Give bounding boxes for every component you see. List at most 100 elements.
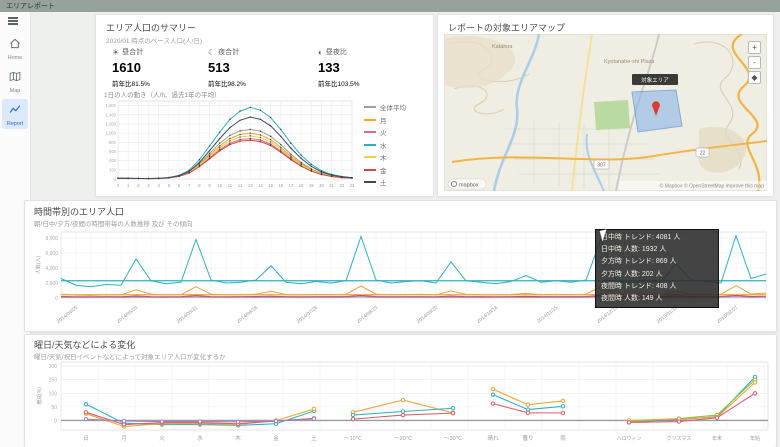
compass-button[interactable]: ◆ <box>748 71 761 84</box>
panel-title: エリア人口のサマリー <box>106 23 197 33</box>
data-point <box>178 174 180 177</box>
data-point <box>249 132 251 134</box>
map-attribution[interactable]: © Mapbox © OpenStreetMap Improve this ma… <box>660 183 765 190</box>
mountain-road <box>731 34 761 191</box>
data-point <box>490 392 496 397</box>
svg-text:1,600: 1,600 <box>106 103 117 108</box>
data-point <box>249 106 251 109</box>
panel-title: 曜日/天気などによる変化 <box>34 340 136 350</box>
river <box>492 34 541 191</box>
svg-text:22: 22 <box>700 151 706 157</box>
data-point <box>259 139 262 141</box>
data-point <box>311 416 317 422</box>
map-marker-pin[interactable] <box>652 101 660 116</box>
data-point <box>310 163 313 166</box>
data-point <box>676 419 682 424</box>
data-point <box>280 148 282 150</box>
legend-item[interactable]: 木 <box>364 151 406 164</box>
sidebar-item-label: Report <box>6 120 24 127</box>
data-point <box>290 147 292 149</box>
main-road <box>451 140 767 163</box>
data-point <box>83 410 89 415</box>
change-factors-panel: 曜日/天気などによる変化 曜日/天気/祝日イベントなどによって対象エリア人口が変… <box>24 334 777 447</box>
line-chart-icon <box>9 104 21 113</box>
series-line[interactable] <box>628 379 756 422</box>
legend-item[interactable]: 全体平均 <box>364 101 406 114</box>
data-point <box>249 137 251 140</box>
legend-item[interactable]: 火 <box>364 126 406 139</box>
change-factor-charts[interactable]: 0 50 100 150 200 増減(%) 日 月 火 水 木 金 土 ～10℃ ～20℃ ～30℃ 晴れ 曇り… <box>31 360 770 446</box>
svg-text:5: 5 <box>168 183 171 188</box>
data-point <box>229 142 231 144</box>
hourly-chart-legend: 全体平均月火水木金土 <box>364 101 406 189</box>
sidebar-item-report[interactable]: Report <box>2 98 28 129</box>
stat-value: 513 <box>208 60 230 75</box>
series-line[interactable] <box>492 388 564 406</box>
svg-text:2014/10/18: 2014/10/18 <box>476 305 500 325</box>
series-line[interactable] <box>117 132 353 180</box>
series-line[interactable] <box>117 116 353 180</box>
legend-item[interactable]: 土 <box>364 176 406 189</box>
series-line[interactable] <box>628 392 756 423</box>
svg-text:11: 11 <box>228 183 233 188</box>
road-badge: 307 <box>593 159 610 170</box>
svg-text:2014/06/28: 2014/06/28 <box>236 305 260 325</box>
data-point <box>219 137 221 140</box>
data-point <box>198 164 201 166</box>
svg-text:20: 20 <box>319 183 324 188</box>
menu-icon[interactable] <box>8 17 18 25</box>
svg-text:600: 600 <box>109 149 117 154</box>
svg-text:9: 9 <box>208 183 211 188</box>
legend-item[interactable]: 月 <box>364 114 406 127</box>
svg-text:日: 日 <box>83 435 89 442</box>
data-point <box>229 143 231 146</box>
panel-subtitle: 朝/日中/夕方/夜間の時間帯毎の人数推移 及び その傾向 <box>34 221 193 228</box>
zoom-in-button[interactable]: + <box>748 41 761 54</box>
data-point <box>400 412 406 418</box>
data-point <box>525 410 531 416</box>
zoom-out-button[interactable]: - <box>748 56 761 69</box>
legend-item[interactable]: 金 <box>364 164 406 177</box>
legend-swatch <box>364 143 376 146</box>
data-point <box>300 157 302 160</box>
data-point <box>249 128 251 131</box>
svg-text:3: 3 <box>147 183 150 188</box>
data-point <box>269 138 272 141</box>
legend-item[interactable]: 水 <box>364 139 406 152</box>
stat-label: 昼合計 <box>122 49 144 56</box>
sidebar-item-map[interactable]: Map <box>2 66 28 96</box>
data-point <box>280 143 282 146</box>
data-point <box>290 159 292 161</box>
data-point <box>159 419 165 424</box>
svg-text:2014/07/26: 2014/07/26 <box>296 305 320 325</box>
data-point <box>450 410 456 416</box>
mapbox-logo: mapbox <box>447 178 487 190</box>
series-line[interactable] <box>628 381 756 422</box>
data-point <box>239 130 241 132</box>
svg-text:19: 19 <box>309 183 314 188</box>
series-line[interactable] <box>117 139 353 180</box>
data-point <box>208 158 211 160</box>
data-point <box>208 145 211 147</box>
svg-text:13: 13 <box>248 183 253 188</box>
data-point <box>290 155 292 157</box>
data-point <box>219 147 221 149</box>
svg-text:15: 15 <box>268 183 273 188</box>
data-point <box>83 416 89 422</box>
sidebar-item-home[interactable]: Home <box>2 33 28 63</box>
data-point <box>752 391 758 396</box>
svg-text:16: 16 <box>278 183 283 188</box>
svg-text:年始: 年始 <box>750 435 760 442</box>
data-point <box>269 125 272 127</box>
hill-area <box>698 126 747 173</box>
data-point <box>137 177 140 180</box>
data-point <box>188 172 190 174</box>
area-map[interactable]: 対象エリア 307 22 Katahira Kyotanabe-shi Plaz… <box>444 34 767 191</box>
svg-text:クリスマス: クリスマス <box>667 436 692 442</box>
data-point <box>290 156 292 159</box>
tooltip-line: 夜間時 人数: 149 人 <box>601 295 663 303</box>
svg-text:17: 17 <box>289 183 294 188</box>
data-point <box>280 151 282 153</box>
data-point <box>525 402 531 407</box>
